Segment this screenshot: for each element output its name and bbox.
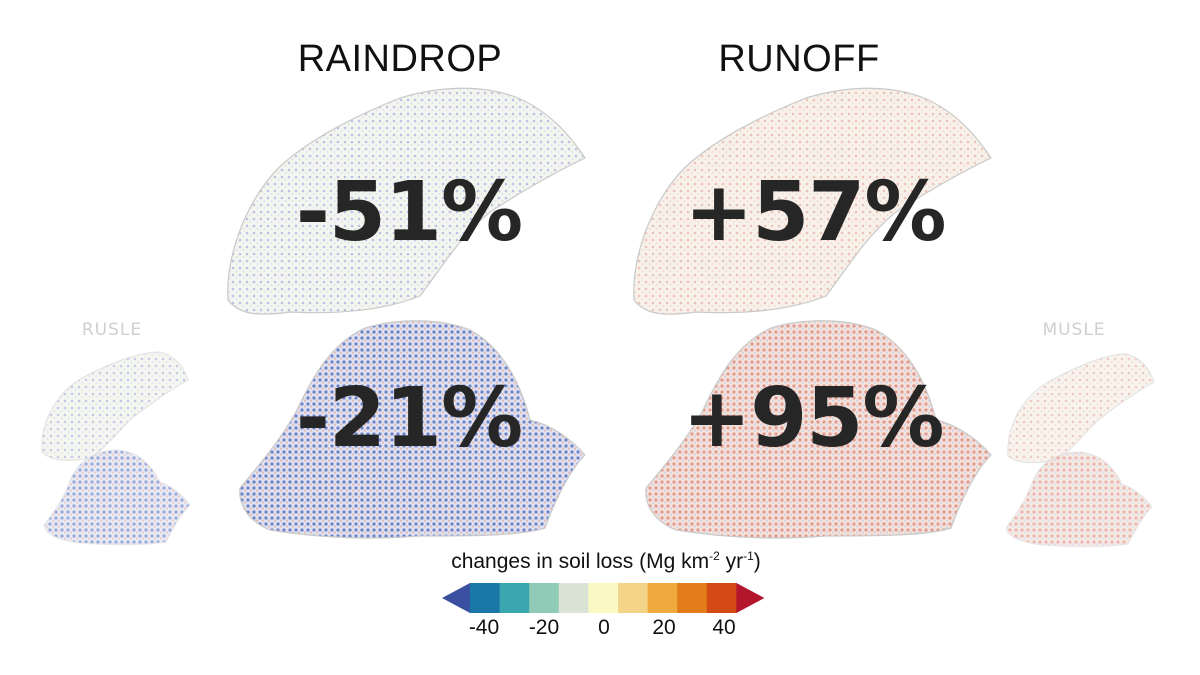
legend-title-sup1: -2 — [709, 549, 720, 563]
map-musle-top — [1007, 353, 1155, 464]
runoff-top-percent: +57% — [684, 165, 947, 260]
map-rusle-top — [41, 351, 189, 461]
legend-colorbar — [442, 583, 765, 613]
legend-tick-3: 0 — [598, 616, 610, 639]
legend-title-mid: yr — [719, 550, 744, 573]
runoff-title: RUNOFF — [718, 38, 880, 80]
legend-title-prefix: changes in soil loss (Mg km — [451, 550, 710, 573]
map-raindrop-top — [227, 87, 586, 315]
legend-swatch — [706, 583, 737, 613]
legend-tick-1: -40 — [468, 616, 500, 639]
map-runoff-bottom — [645, 320, 992, 539]
raindrop-title: RAINDROP — [297, 38, 503, 80]
legend-swatch — [618, 583, 649, 613]
runoff-bottom-percent: +95% — [682, 371, 945, 466]
legend-title: changes in soil loss (Mg km-2 yr-1) — [396, 549, 816, 574]
map-runoff-top — [633, 87, 992, 315]
raindrop-bottom-percent: -21% — [295, 371, 523, 466]
legend-arrow-low — [442, 583, 470, 613]
legend-tick-4: 20 — [652, 616, 676, 639]
legend-title-suffix: ) — [753, 550, 761, 573]
legend-title-sup2: -1 — [743, 549, 754, 563]
map-rusle-bottom — [43, 449, 191, 546]
map-musle-bottom — [1005, 451, 1153, 548]
legend-tick-2: -20 — [528, 616, 560, 639]
rusle-label: RUSLE — [81, 320, 143, 340]
musle-label: MUSLE — [1042, 320, 1106, 340]
legend-swatch — [499, 583, 530, 613]
legend-swatch — [558, 583, 589, 613]
legend-swatch — [677, 583, 708, 613]
raindrop-top-percent: -51% — [295, 165, 523, 260]
legend-swatch — [647, 583, 678, 613]
legend-arrow-high — [736, 583, 765, 613]
legend-swatch — [529, 583, 560, 613]
legend-tick-5: 40 — [712, 616, 736, 639]
legend-swatch — [588, 583, 619, 613]
map-raindrop-bottom — [239, 320, 586, 539]
legend-swatch — [470, 583, 501, 613]
